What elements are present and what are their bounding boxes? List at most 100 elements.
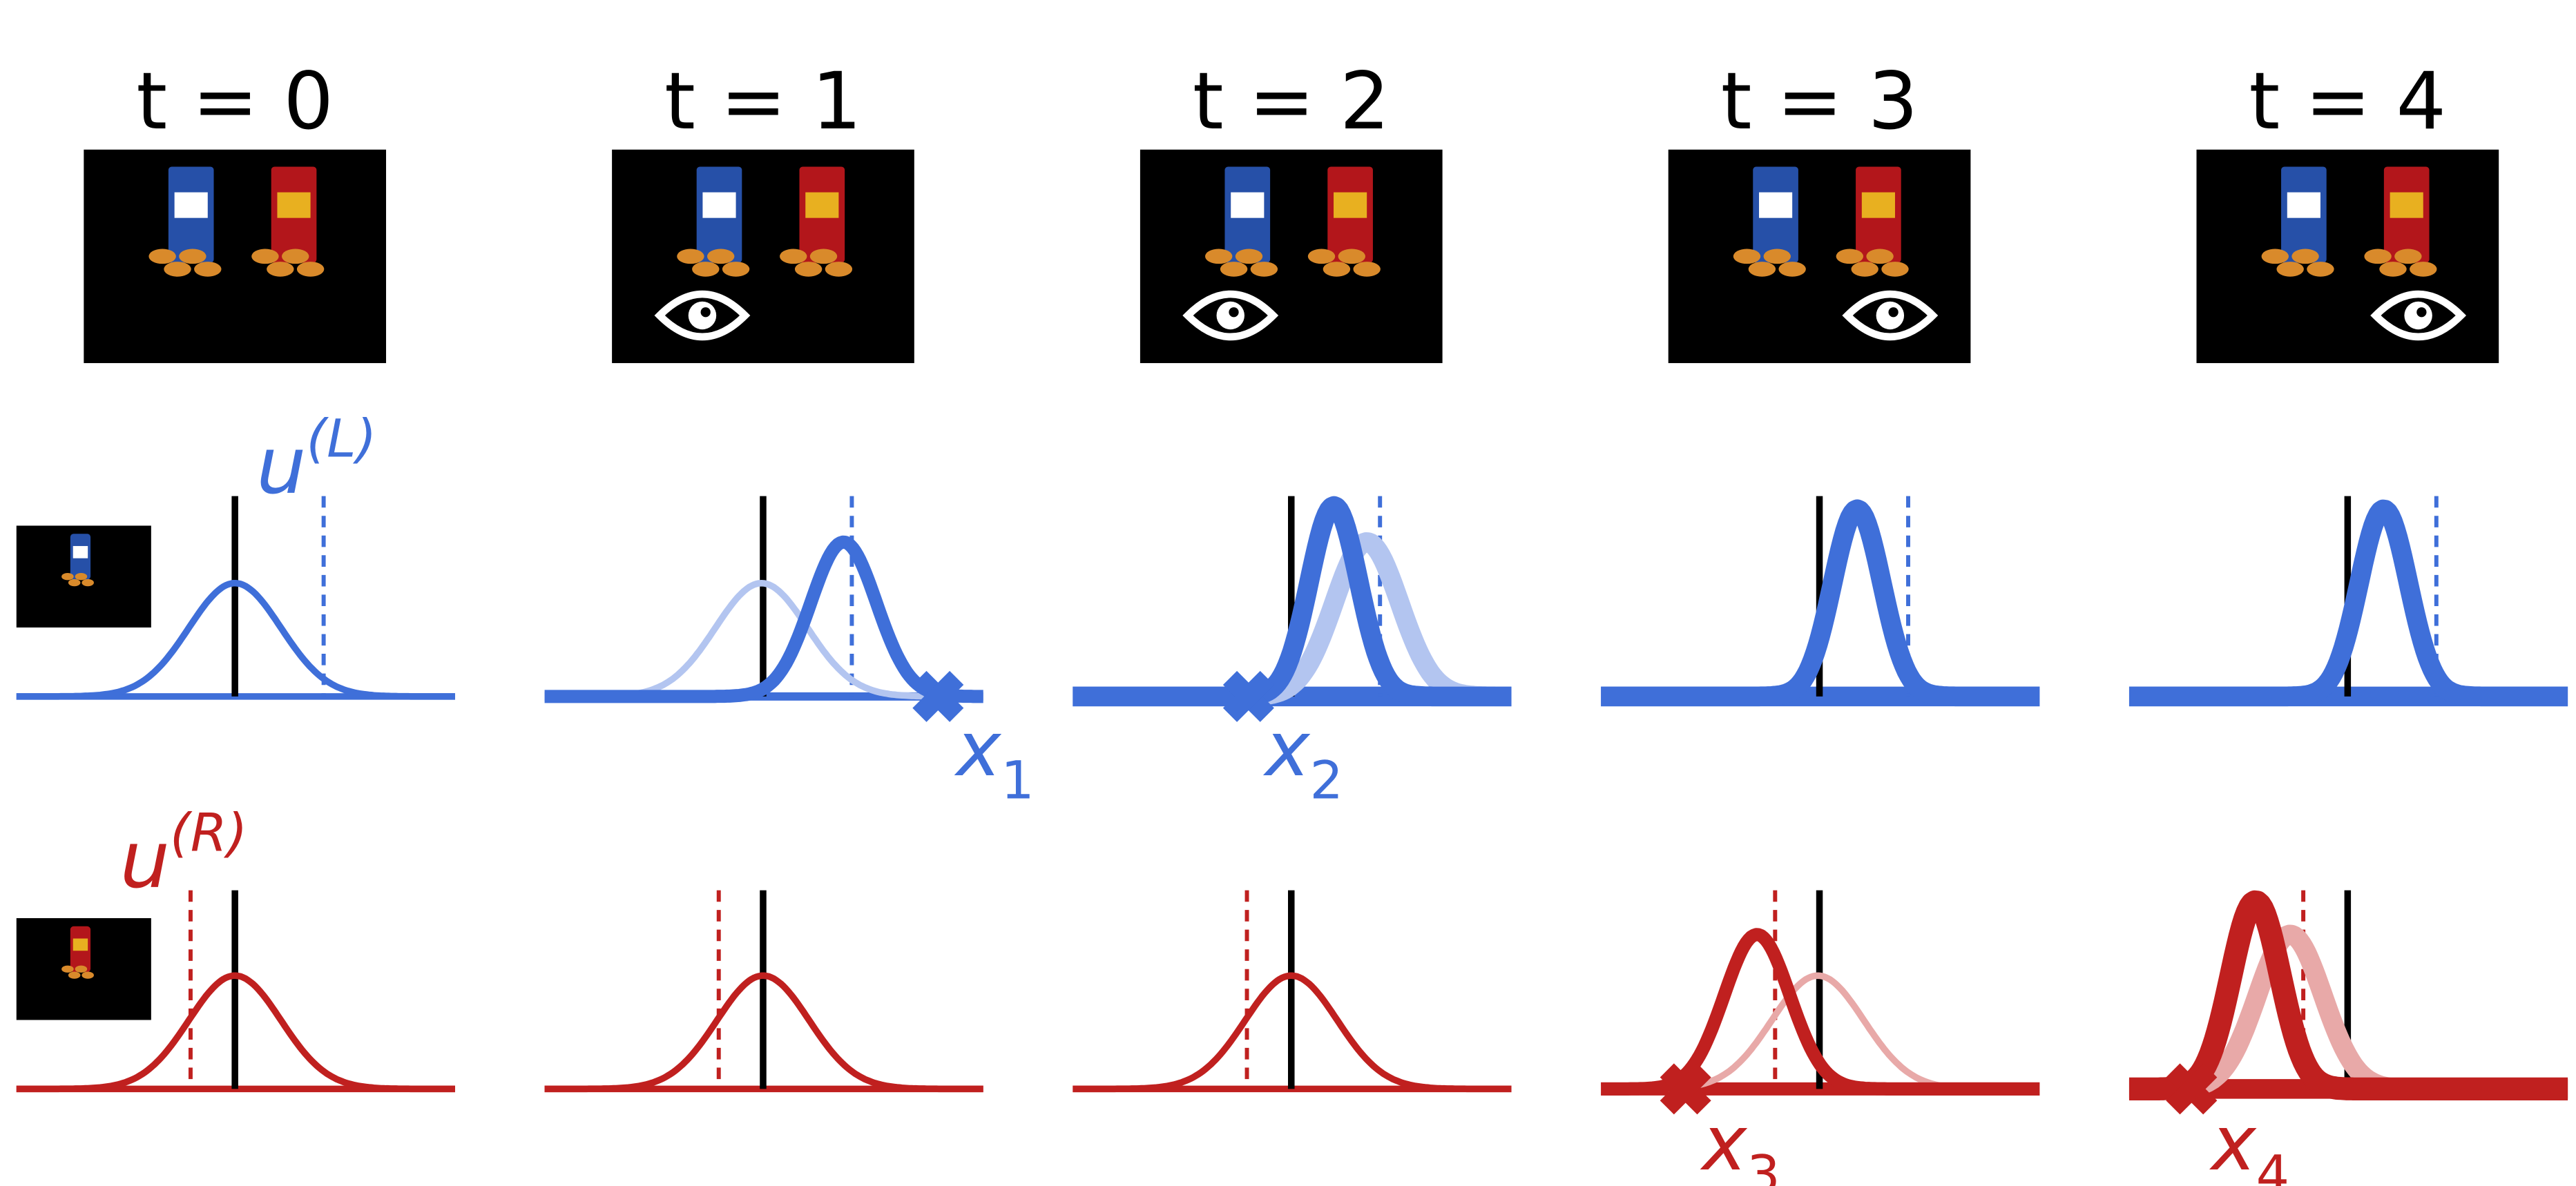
food-chip — [1763, 249, 1791, 264]
food-chip — [2410, 262, 2437, 277]
bag-label — [277, 192, 311, 218]
food-chip — [1353, 262, 1381, 277]
sample-label-base: x — [954, 705, 1001, 793]
eye-pupil — [1229, 307, 1239, 318]
utility-label-base: u — [256, 420, 306, 512]
time-title: t = 2 — [1193, 55, 1390, 147]
eye-pupil — [1888, 307, 1899, 318]
time-title: t = 0 — [136, 55, 334, 147]
food-chip — [1836, 249, 1864, 264]
food-chip — [1881, 262, 1909, 277]
food-chip — [1338, 249, 1365, 264]
food-chip — [75, 573, 88, 581]
belief-curve — [544, 972, 984, 1093]
food-chip — [194, 262, 222, 277]
food-chip — [2276, 262, 2304, 277]
food-chip — [267, 262, 294, 277]
scene — [84, 149, 387, 363]
sample-marker — [1222, 670, 1274, 722]
food-chip — [2379, 262, 2407, 277]
food-chip — [707, 249, 735, 264]
sample-label-base: x — [2209, 1099, 2257, 1186]
food-chip — [1748, 262, 1776, 277]
bag-label — [702, 192, 736, 218]
utility-label: u(L) — [256, 408, 376, 512]
food-chip — [809, 249, 838, 264]
food-chip — [1235, 249, 1263, 264]
food-chip — [2261, 249, 2289, 264]
food-chip — [164, 262, 191, 277]
food-chip — [1851, 262, 1878, 277]
eye-outline — [1182, 290, 1279, 341]
food-chip — [1205, 249, 1233, 264]
eye-pupil — [700, 307, 711, 318]
bag-label — [1759, 192, 1793, 218]
food-chip — [68, 971, 81, 979]
eye-pupil — [2416, 307, 2427, 318]
time-column: t = 0 — [15, 55, 456, 1093]
sample-marker — [912, 670, 964, 722]
belief-curve — [1072, 972, 1512, 1093]
belief-curve — [2122, 499, 2575, 707]
food-chip — [780, 249, 807, 264]
food-chip — [81, 579, 94, 587]
food-chip — [794, 262, 823, 277]
bag-label — [2287, 192, 2320, 218]
food-chip — [1733, 249, 1761, 264]
sample-label: x2 — [1263, 705, 1343, 810]
food-chip — [2307, 262, 2334, 277]
sample-label: x3 — [1700, 1099, 1780, 1186]
bag-label — [73, 545, 88, 558]
bag-label — [73, 938, 88, 951]
eye-outline — [654, 290, 751, 341]
time-column: t = 4 — [2120, 55, 2576, 1101]
food-chip — [179, 249, 206, 264]
food-chip — [1323, 262, 1351, 277]
scene — [2196, 149, 2499, 363]
scene — [1140, 149, 1443, 363]
sample-marker — [2166, 1063, 2218, 1115]
utility-label: u(R) — [120, 801, 248, 905]
bag-label — [1861, 192, 1895, 218]
time-title: t = 4 — [2249, 55, 2447, 147]
time-column: t = 2 — [1065, 55, 1519, 1093]
food-chip — [68, 579, 81, 587]
sample-label-sub: 4 — [2256, 1143, 2289, 1186]
sample-label-base: x — [1263, 705, 1311, 793]
food-chip — [2291, 249, 2319, 264]
time-title: t = 1 — [664, 55, 862, 147]
belief-curve — [1065, 496, 1519, 707]
sample-label-base: x — [1700, 1099, 1747, 1186]
food-chip — [677, 249, 704, 264]
food-chip — [1866, 249, 1894, 264]
sample-marker — [1660, 1063, 1711, 1115]
bag-label — [1334, 192, 1367, 218]
sample-label-sub: 3 — [1747, 1143, 1780, 1186]
belief-curve — [1593, 499, 2048, 707]
food-chip — [1220, 262, 1248, 277]
belief-curve — [15, 579, 456, 700]
food-chip — [692, 262, 720, 277]
time-column: t = 3 — [1593, 55, 2048, 1096]
time-column: t = 1 — [540, 55, 988, 1093]
food-chip — [296, 262, 325, 277]
food-chip — [722, 262, 750, 277]
scene — [1668, 149, 1971, 363]
belief-curve — [15, 972, 456, 1093]
food-chip — [282, 249, 309, 264]
scene — [612, 149, 914, 363]
food-chip — [81, 971, 94, 979]
sample-label: x1 — [954, 705, 1034, 810]
food-chip — [148, 249, 176, 264]
food-chip — [1250, 262, 1278, 277]
eye-outline — [1842, 290, 1939, 341]
utility-label-sup: (L) — [306, 408, 376, 469]
bag-label — [174, 192, 208, 218]
utility-label-sup: (R) — [170, 801, 247, 863]
food-chip — [251, 249, 279, 264]
bag-label — [1231, 192, 1265, 218]
utility-label-base: u — [120, 814, 170, 906]
food-chip — [75, 965, 88, 973]
food-chip — [825, 262, 853, 277]
